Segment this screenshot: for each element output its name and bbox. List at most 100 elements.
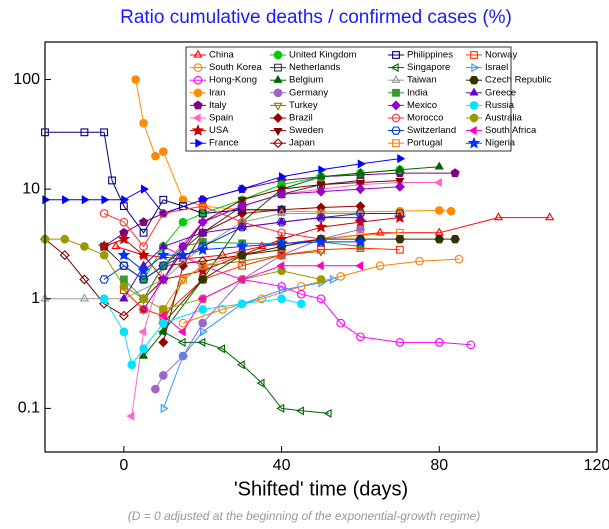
x-tick-label: 40 [273,457,291,474]
data-point [177,337,186,347]
data-point [296,406,304,416]
data-point [138,327,147,337]
data-point [158,147,168,156]
data-point [158,371,168,380]
data-point [197,275,208,284]
data-point [158,318,168,328]
data-point [356,224,365,234]
data-point [276,252,287,261]
data-point [355,184,366,195]
data-point [276,216,287,225]
data-point [99,275,109,284]
data-point [238,261,247,270]
data-point [237,299,247,309]
legend-marker [390,63,399,73]
data-point [239,184,248,194]
data-point [80,242,89,251]
data-point [395,164,405,173]
data-point [276,208,287,217]
legend-label: Hong-Kong [209,75,257,86]
data-point [198,261,207,270]
legend-label: Russia [485,100,515,111]
legend-label: Czech Republic [485,75,552,86]
data-point [316,275,326,284]
legend-marker [193,49,203,58]
legend-marker [274,63,282,72]
data-point [277,251,286,260]
legend-marker [273,102,283,111]
legend-label: Brazil [289,113,313,124]
data-point [160,403,169,413]
data-point [176,248,190,261]
legend-marker [273,113,283,123]
plot-frame [44,41,598,453]
series-line [143,180,400,300]
plot-area [40,75,555,421]
legend-label: Taiwan [407,75,437,86]
data-point [158,311,166,321]
data-point [355,179,366,188]
data-point [316,171,326,180]
legend-marker [192,113,201,123]
data-point [277,228,286,238]
data-point [314,220,328,233]
data-point [395,234,405,244]
x-tick-label: 0 [119,457,128,474]
legend-marker [193,100,203,110]
data-point [395,209,405,218]
data-point [158,241,168,250]
legend-marker [191,124,205,136]
data-point [330,274,339,285]
data-point [119,327,129,337]
data-point [139,118,148,128]
data-point [119,261,129,270]
chart-title: Ratio cumulative deaths / confirmed case… [120,7,512,28]
x-tick-label: 80 [430,457,448,474]
data-point [276,217,287,227]
legend-label: United Kingdom [289,50,357,61]
data-point [200,327,208,337]
data-point [100,242,109,251]
data-point [323,408,332,418]
data-point [197,256,208,267]
data-point [139,305,148,314]
legend-marker [470,51,478,59]
legend-marker [273,50,283,60]
data-point [318,165,327,175]
data-point [118,310,129,321]
data-point [415,256,424,266]
legend-marker [469,76,479,85]
data-point [276,403,285,413]
data-point [276,261,285,271]
y-tick-label: 10 [22,180,40,197]
data-point [138,217,149,227]
legend-marker [193,88,203,98]
data-point [198,305,208,314]
data-point [450,234,460,244]
y-tick-label: 0.1 [18,400,40,417]
data-point [317,245,325,254]
legend-label: South Africa [485,125,537,136]
data-point [198,318,208,328]
legend-label: Turkey [289,100,318,111]
data-point [355,201,366,212]
series-line [123,247,400,317]
data-point [276,189,287,200]
legend-label: Greece [485,87,516,98]
data-point [197,217,208,228]
data-point [354,235,367,248]
legend-label: Sweden [289,125,323,136]
data-point [178,241,188,252]
legend-marker [392,51,400,59]
data-point [99,209,109,218]
data-point [354,215,367,228]
data-point [159,195,168,204]
data-point [357,159,366,169]
data-point [81,195,90,205]
legend-label: Mexico [407,100,437,111]
data-point [493,212,504,221]
legend-label: India [407,87,428,98]
data-point [79,293,90,302]
legend-label: USA [209,125,229,136]
